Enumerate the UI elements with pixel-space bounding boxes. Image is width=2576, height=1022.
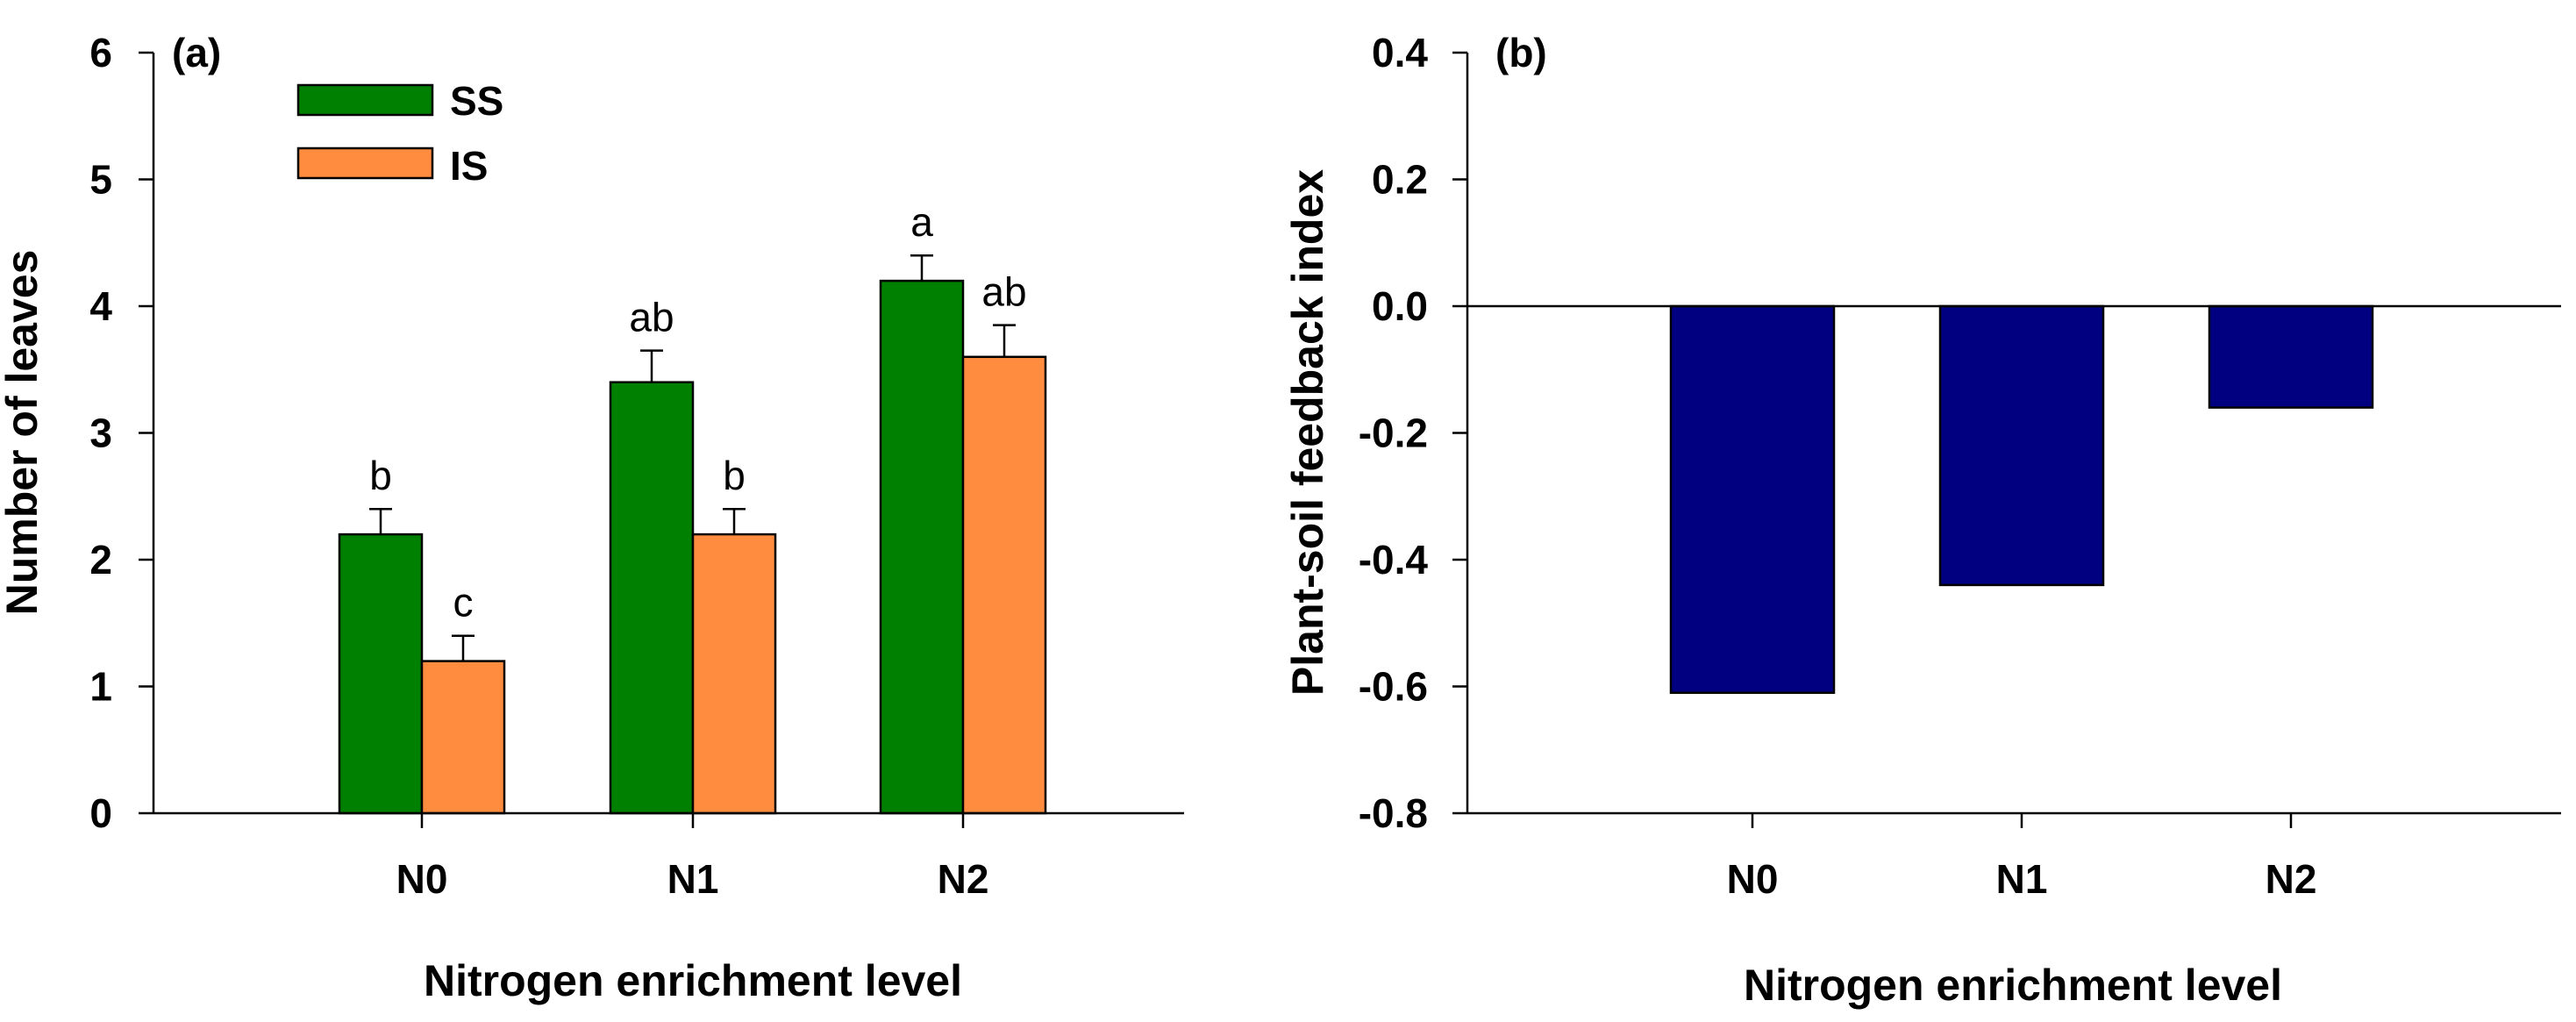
y-tick-label: 0.0 [1372, 283, 1428, 329]
significance-letter-is-n0: c [453, 580, 474, 625]
y-tick-label: 4 [89, 283, 112, 329]
y-tick-label: 1 [89, 664, 112, 710]
significance-letter-is-n2: ab [981, 269, 1026, 315]
x-tick-label: N0 [396, 856, 448, 902]
y-tick-label: 5 [89, 157, 112, 203]
y-tick-label: 0.2 [1372, 157, 1428, 203]
significance-letter-ss-n0: b [369, 453, 392, 498]
y-tick-label: -0.4 [1359, 537, 1429, 582]
y-tick-label: -0.2 [1359, 411, 1428, 456]
y-tick-label: 0 [89, 790, 112, 836]
y-tick-label: 0.4 [1372, 30, 1428, 75]
panel-a: b ab a c b ab 0 1 2 3 4 5 6 N0 N1 N2 (a) Number of le… [0, 30, 1184, 1005]
y-tick-label: 2 [89, 537, 112, 582]
panel-a-x-axis-title: Nitrogen enrichment level [424, 956, 962, 1005]
panel-b-label: (b) [1495, 30, 1547, 75]
bar-psf-n0 [1669, 304, 1836, 694]
legend-swatch-is [296, 147, 434, 180]
panel-a-label: (a) [172, 30, 221, 75]
bar-is-n2 [961, 355, 1047, 815]
panel-b-y-axis-title: Plant-soil feedback index [1283, 169, 1332, 696]
panel-b-y-ticks: -0.8 -0.6 -0.4 -0.2 0.0 0.2 0.4 [1359, 30, 1467, 836]
x-tick-label: N2 [2266, 856, 2317, 902]
panel-a-y-axis-title: Number of leaves [0, 250, 46, 616]
panel-a-x-ticks: N0 N1 N2 [396, 813, 989, 902]
significance-letter-ss-n1: ab [629, 295, 674, 340]
significance-letter-ss-n2: a [910, 199, 933, 245]
panel-a-legend: SS IS [296, 78, 503, 189]
legend-label-is: IS [450, 143, 488, 189]
y-tick-label: -0.8 [1359, 790, 1428, 836]
panel-b-x-ticks: N0 N1 N2 [1727, 813, 2317, 902]
x-tick-label: N0 [1727, 856, 1779, 902]
panel-a-significance-letters: b ab a c b ab [369, 199, 1026, 625]
y-tick-label: 3 [89, 411, 112, 456]
panel-b: -0.8 -0.6 -0.4 -0.2 0.0 0.2 0.4 N0 N1 N2 (b) Pla… [1283, 30, 2561, 1010]
bar-ss-n0 [338, 532, 424, 815]
panel-a-error-bars [369, 254, 1016, 661]
bar-is-n1 [691, 532, 777, 815]
y-tick-label: -0.6 [1359, 664, 1428, 710]
legend-label-ss: SS [450, 78, 503, 124]
x-tick-label: N2 [938, 856, 989, 902]
legend-swatch-ss [296, 83, 434, 117]
x-tick-label: N1 [667, 856, 719, 902]
bar-psf-n2 [2208, 304, 2374, 409]
bar-is-n0 [420, 660, 506, 815]
y-tick-label: 6 [89, 30, 112, 75]
x-tick-label: N1 [1996, 856, 2048, 902]
significance-letter-is-n1: b [723, 453, 746, 498]
bar-ss-n1 [609, 381, 695, 815]
panel-a-y-ticks: 0 1 2 3 4 5 6 [89, 30, 153, 836]
bar-psf-n1 [1938, 304, 2105, 587]
panel-b-bars [1669, 304, 2374, 694]
panel-b-x-axis-title: Nitrogen enrichment level [1744, 961, 2282, 1010]
bar-ss-n2 [879, 279, 965, 815]
panel-a-bars [338, 279, 1047, 815]
